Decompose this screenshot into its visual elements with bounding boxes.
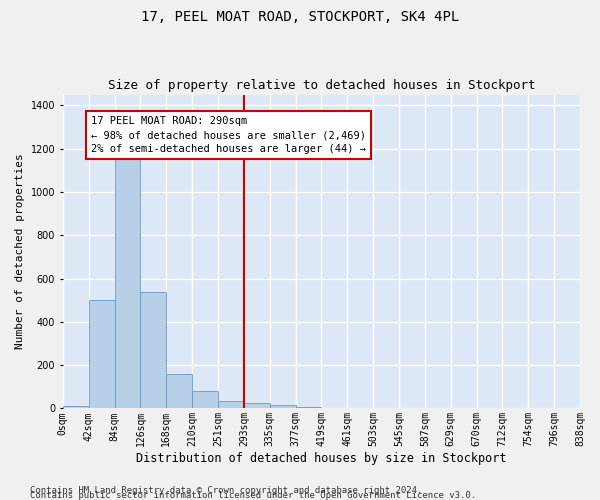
- Bar: [166, 374, 192, 408]
- Text: 17, PEEL MOAT ROAD, STOCKPORT, SK4 4PL: 17, PEEL MOAT ROAD, STOCKPORT, SK4 4PL: [141, 10, 459, 24]
- Bar: [89, 300, 115, 408]
- Text: Contains public sector information licensed under the Open Government Licence v3: Contains public sector information licen…: [30, 491, 476, 500]
- Bar: [63, 406, 89, 408]
- Bar: [115, 160, 140, 408]
- Bar: [218, 401, 244, 408]
- Bar: [244, 403, 269, 408]
- Bar: [269, 405, 296, 408]
- Bar: [140, 292, 166, 408]
- Title: Size of property relative to detached houses in Stockport: Size of property relative to detached ho…: [107, 79, 535, 92]
- Text: 17 PEEL MOAT ROAD: 290sqm
← 98% of detached houses are smaller (2,469)
2% of sem: 17 PEEL MOAT ROAD: 290sqm ← 98% of detac…: [91, 116, 366, 154]
- X-axis label: Distribution of detached houses by size in Stockport: Distribution of detached houses by size …: [136, 452, 506, 465]
- Bar: [192, 391, 218, 408]
- Y-axis label: Number of detached properties: Number of detached properties: [15, 154, 25, 350]
- Text: Contains HM Land Registry data © Crown copyright and database right 2024.: Contains HM Land Registry data © Crown c…: [30, 486, 422, 495]
